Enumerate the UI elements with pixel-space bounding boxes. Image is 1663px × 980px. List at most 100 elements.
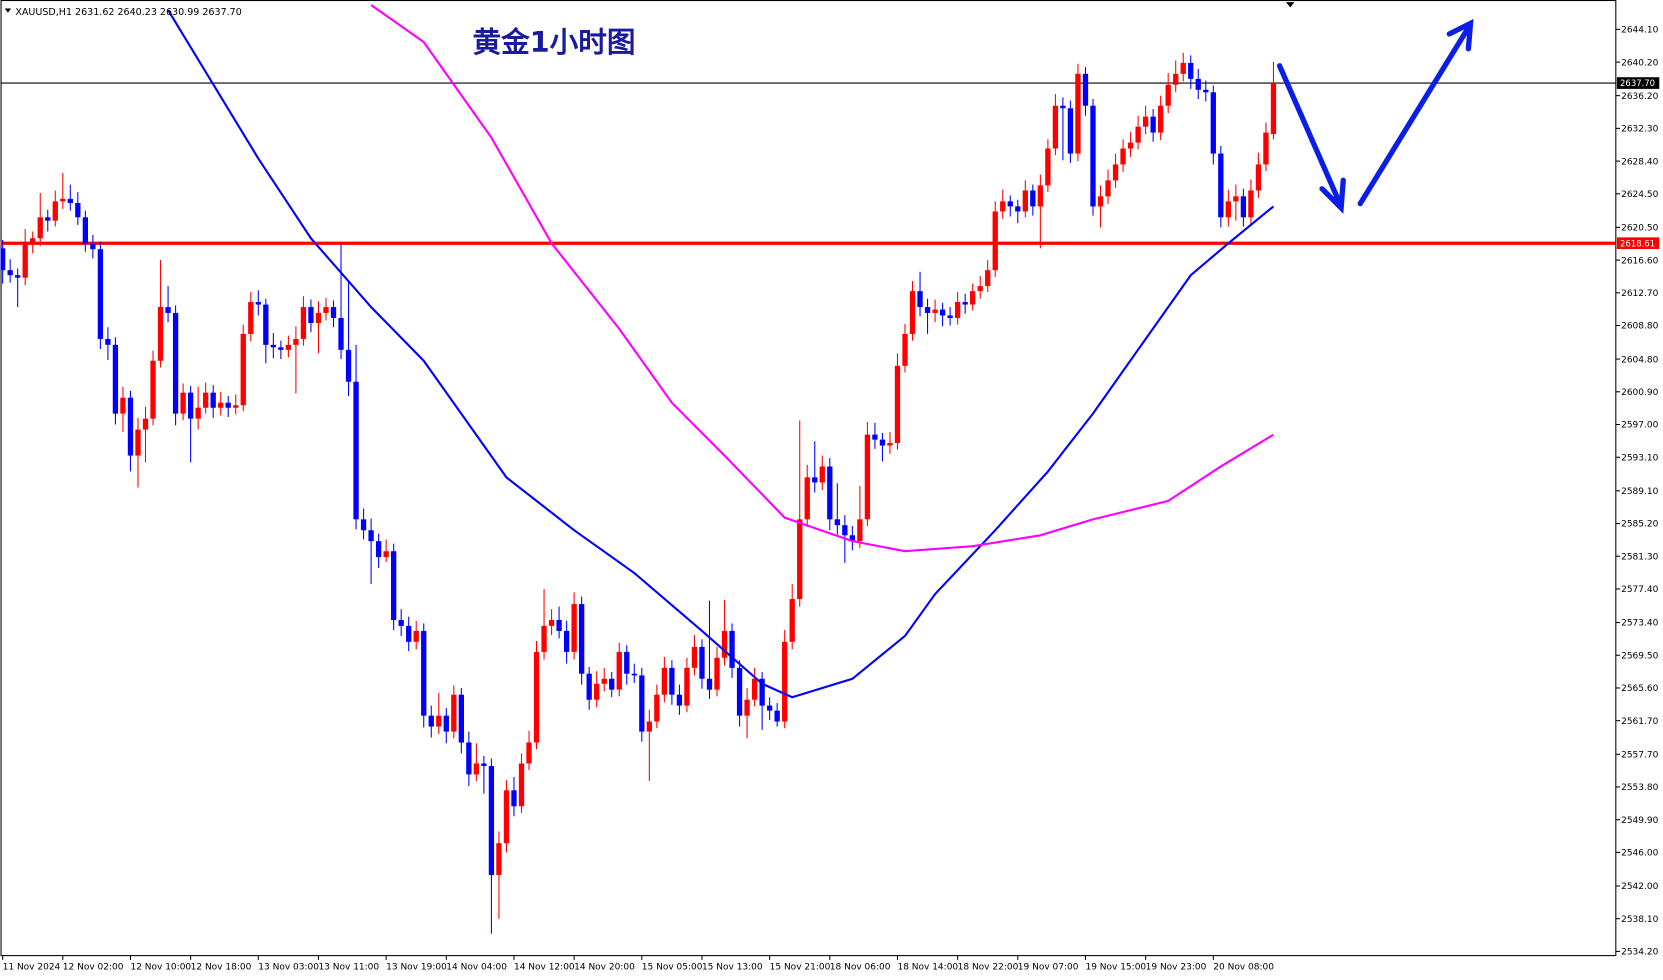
y-tick-label: 2581.30 — [1621, 552, 1658, 562]
candle-body — [458, 694, 464, 743]
candle-body — [1127, 142, 1134, 149]
candle-body — [7, 270, 13, 276]
candle-body — [150, 360, 156, 419]
candle-body — [180, 392, 186, 414]
candle-body — [503, 790, 510, 844]
price-label: 2637.70 — [1620, 78, 1655, 88]
candle-body — [1097, 196, 1104, 207]
arrow-up — [1357, 24, 1472, 207]
candle-body — [315, 312, 322, 324]
candle-body — [90, 244, 96, 250]
candle-body — [225, 402, 231, 408]
candle-body — [406, 625, 412, 642]
candle-body — [932, 309, 938, 313]
candle-body — [857, 519, 863, 542]
x-tick-label: 20 Nov 08:00 — [1213, 962, 1274, 972]
candle-body — [1037, 185, 1044, 207]
y-tick-label: 2616.60 — [1621, 256, 1658, 266]
candle-body — [451, 694, 457, 732]
y-tick-label: 2565.60 — [1621, 684, 1658, 694]
y-tick-label: 2542.00 — [1621, 882, 1658, 892]
candle-body — [766, 705, 773, 711]
candle-body — [210, 392, 216, 408]
candle-body — [639, 675, 645, 732]
candle-body — [609, 678, 615, 690]
y-tick-label: 2628.40 — [1621, 157, 1658, 167]
candle-body — [887, 442, 893, 446]
candle-body — [894, 365, 901, 443]
candle-body — [338, 317, 344, 350]
candle-body — [1090, 105, 1096, 207]
forecast-arrows — [1276, 18, 1474, 214]
candle-body — [135, 429, 141, 456]
candle-body — [706, 678, 713, 690]
candle-body — [834, 519, 840, 526]
candle-body — [872, 434, 878, 440]
y-tick-label: 2557.70 — [1621, 750, 1658, 760]
candle-body — [751, 678, 758, 700]
candle-body — [1105, 180, 1111, 197]
candle-body — [1255, 164, 1262, 191]
y-tick-label: 2585.20 — [1621, 520, 1658, 530]
candle-body — [248, 302, 254, 334]
candle-body — [218, 402, 224, 408]
candle-body — [1203, 89, 1209, 93]
candle-body — [691, 646, 698, 668]
candle-body — [82, 217, 89, 245]
y-tick-label: 2644.10 — [1621, 26, 1658, 36]
y-tick-label: 2612.70 — [1621, 289, 1658, 299]
candle-body — [1060, 105, 1066, 109]
y-tick-label: 2600.90 — [1621, 388, 1658, 398]
candle-body — [22, 244, 28, 278]
candle-body — [368, 530, 374, 542]
candle-body — [616, 651, 622, 690]
candle-body — [571, 604, 577, 652]
candle-body — [466, 742, 472, 775]
candle-body — [45, 217, 51, 221]
candle-body — [1240, 196, 1247, 218]
candle-body — [518, 763, 525, 807]
candle-body — [721, 630, 728, 658]
y-tick-label: 2593.10 — [1621, 453, 1658, 463]
y-tick-label: 2608.80 — [1621, 322, 1658, 332]
candle-body — [1045, 148, 1051, 186]
x-tick-label: 12 Nov 18:00 — [191, 962, 252, 972]
candle-body — [308, 307, 314, 324]
y-tick-label: 2604.80 — [1621, 355, 1658, 365]
x-tick-label: 15 Nov 13:00 — [702, 962, 763, 972]
candle-body — [819, 466, 825, 483]
candle-body — [172, 312, 179, 414]
candle-body — [864, 434, 871, 520]
candle-body — [157, 307, 164, 361]
y-tick-label: 2569.50 — [1621, 651, 1658, 661]
candle-body — [97, 249, 104, 339]
candle-body — [1180, 62, 1186, 74]
x-tick-label: 18 Nov 06:00 — [830, 962, 891, 972]
candle-body — [428, 715, 434, 727]
candle-body — [112, 344, 119, 414]
candle-body — [797, 519, 803, 600]
x-tick-label: 15 Nov 05:00 — [642, 962, 703, 972]
candle-body — [654, 694, 660, 722]
price-label-box — [1616, 77, 1660, 89]
candle-body — [233, 405, 239, 408]
plot-area — [0, 4, 1616, 934]
candle-body — [360, 519, 367, 531]
y-tick-label: 2589.10 — [1621, 487, 1658, 497]
candle-body — [985, 270, 991, 287]
shift-marker — [1285, 2, 1295, 8]
candle-body — [383, 551, 389, 558]
candle-body — [488, 765, 495, 876]
candle-body — [345, 349, 352, 382]
candle-body — [1173, 73, 1179, 85]
y-tick-label: 2538.10 — [1621, 915, 1658, 925]
candle-body — [300, 307, 307, 339]
candle-body — [729, 630, 735, 668]
candle-body — [443, 715, 449, 732]
x-tick-label: 14 Nov 20:00 — [574, 962, 635, 972]
candle-body — [413, 630, 419, 642]
candle-body — [37, 217, 43, 239]
candle-body — [789, 599, 795, 642]
candle-body — [1135, 126, 1141, 143]
